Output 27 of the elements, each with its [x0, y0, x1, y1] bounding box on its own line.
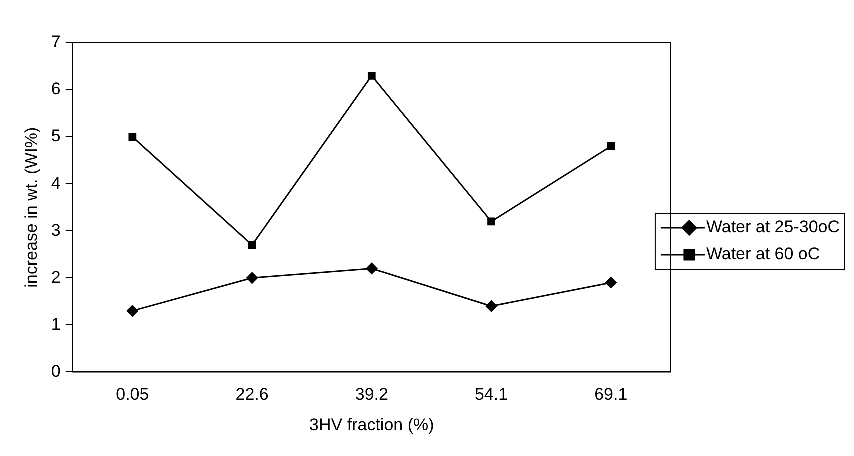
x-tick-label: 54.1 [474, 385, 508, 404]
x-tick-label: 69.1 [594, 385, 628, 404]
point [605, 277, 617, 289]
point [488, 218, 496, 226]
point [128, 133, 137, 141]
x-tick-label: 0.05 [116, 385, 150, 404]
point [486, 300, 498, 312]
point [248, 241, 256, 250]
point [126, 305, 138, 317]
y-tick-label: 2 [51, 268, 61, 287]
point [246, 272, 258, 284]
legend-label: Water at 60 oC [706, 244, 820, 264]
y-tick-label: 0 [51, 362, 61, 381]
y-tick-label: 5 [51, 126, 61, 146]
point [607, 142, 616, 150]
x-axis-title: 3HV fraction (%) [310, 415, 434, 434]
x-tick-label: 39.2 [355, 385, 388, 404]
point [366, 262, 378, 274]
point [368, 72, 376, 80]
y-tick-label: 1 [51, 314, 61, 334]
y-tick-label: 3 [51, 220, 61, 240]
y-axis-title: increase in wt. (WI%) [22, 127, 41, 288]
y-tick-label: 6 [51, 80, 61, 99]
y-tick-label: 7 [51, 32, 61, 52]
legend-label: Water at 25-30oC [706, 218, 840, 237]
x-tick-label: 22.6 [236, 385, 269, 404]
y-tick-label: 4 [51, 174, 61, 193]
